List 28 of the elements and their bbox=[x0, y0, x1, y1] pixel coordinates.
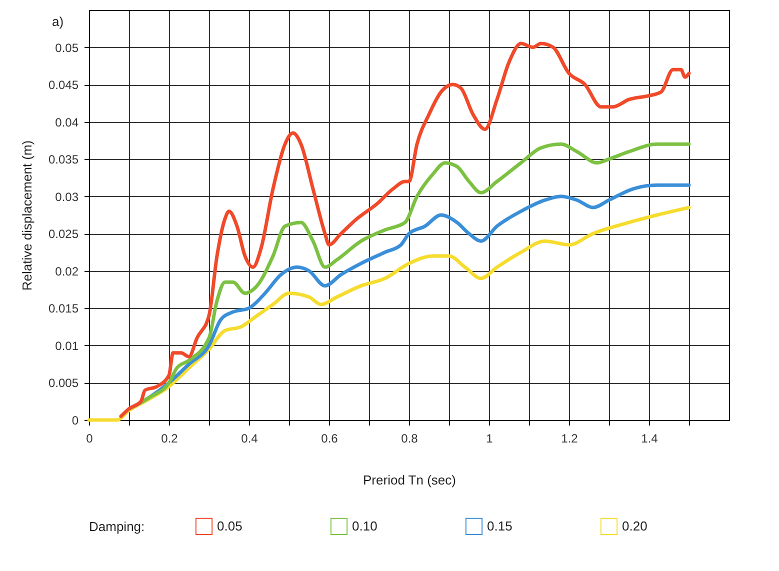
line-series bbox=[119, 42, 691, 418]
text: a) bbox=[52, 14, 64, 29]
x-tick-label: 1 bbox=[486, 432, 494, 446]
x-tick-label: 0 bbox=[86, 432, 94, 446]
y-tick-label: 0 bbox=[72, 414, 79, 428]
y-tick-label: 0.005 bbox=[48, 376, 79, 390]
x-tick-label: 1.4 bbox=[641, 432, 658, 446]
x-tick-label: 0.6 bbox=[321, 432, 338, 446]
y-tick-label: 0.01 bbox=[55, 338, 79, 353]
y-tick-label: 0.035 bbox=[48, 152, 79, 167]
y-tick-label: 0.015 bbox=[48, 302, 79, 316]
x-axis-title: Preriod Tn (sec) bbox=[363, 472, 456, 488]
x-tick-label: 0.4 bbox=[241, 432, 258, 446]
legend-label: 0.05 bbox=[217, 518, 242, 534]
legend-label: 0.15 bbox=[487, 518, 512, 534]
legend-label: 0.20 bbox=[622, 518, 648, 534]
y-tick-label: 0.04 bbox=[55, 115, 79, 130]
y-tick-label: 0.045 bbox=[48, 78, 79, 92]
x-tick-label: 1.2 bbox=[561, 432, 578, 446]
y-tick-label: 0.05 bbox=[55, 40, 79, 55]
x-tick-label: 0.8 bbox=[401, 432, 418, 446]
y-tick-label: 0.03 bbox=[55, 190, 79, 204]
legend-label: 0.10 bbox=[352, 518, 378, 534]
x-tick-label: 0.2 bbox=[161, 432, 178, 446]
y-tick-label: 0.02 bbox=[55, 264, 79, 278]
y-tick-label: 0.025 bbox=[48, 227, 79, 242]
legend-title: Damping: bbox=[89, 519, 145, 534]
y-axis-title: Relative displacement (m) bbox=[19, 140, 34, 291]
